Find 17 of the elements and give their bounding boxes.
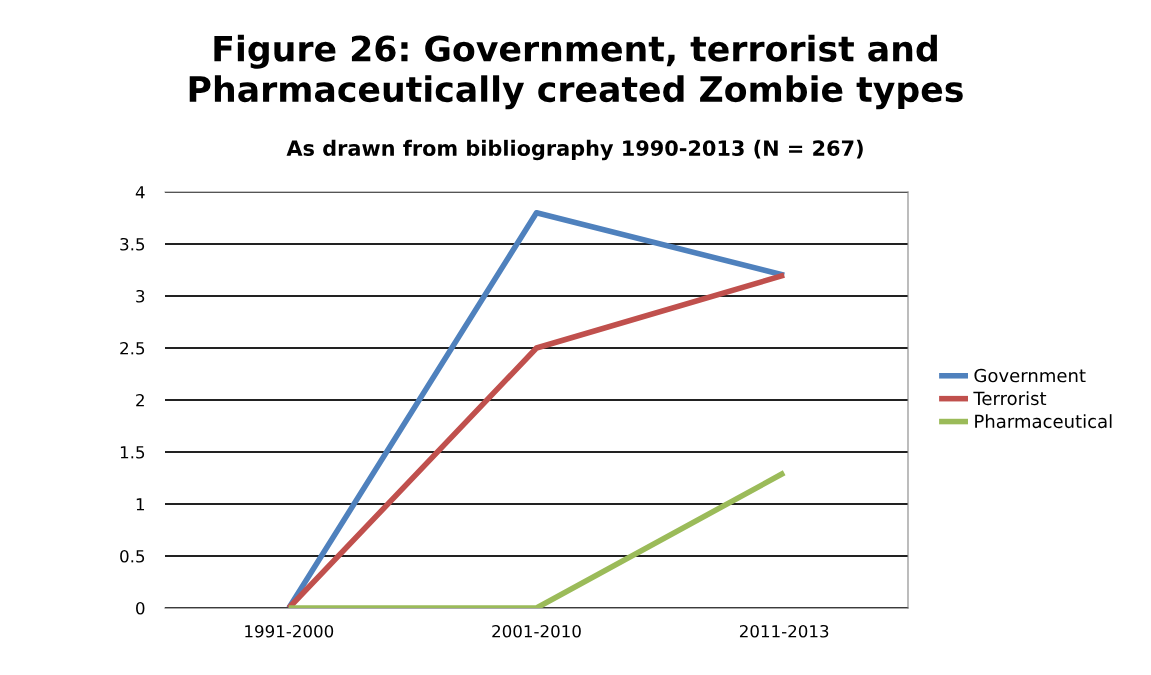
y-tick-label: 4 [135, 186, 145, 199]
legend-label: Pharmaceutical [975, 414, 1112, 429]
y-tick-label: 1.5 [120, 446, 145, 459]
chart-title: Figure 26: Government, terrorist and Pharmaceutically created Zombie types [189, 34, 963, 110]
legend-label: Terrorist [973, 391, 1047, 406]
y-tick-label: 1 [136, 498, 145, 511]
legend-label: Government [974, 368, 1086, 383]
y-tick-label: 3 [136, 289, 145, 303]
y-tick-label: 2.5 [120, 341, 145, 355]
y-tick-label: 2 [136, 393, 144, 407]
chart-subtitle: As drawn from bibliography 1990-2013 (N = 267) [286, 139, 863, 161]
y-tick-label: 0 [136, 601, 145, 615]
x-tick-label: 2011-2013 [739, 624, 829, 638]
y-tick-label: 0.5 [120, 549, 145, 563]
x-tick-label: 2001-2010 [492, 624, 581, 638]
x-tick-label: 1991-2000 [245, 624, 334, 638]
y-tick-label: 3.5 [120, 237, 145, 251]
